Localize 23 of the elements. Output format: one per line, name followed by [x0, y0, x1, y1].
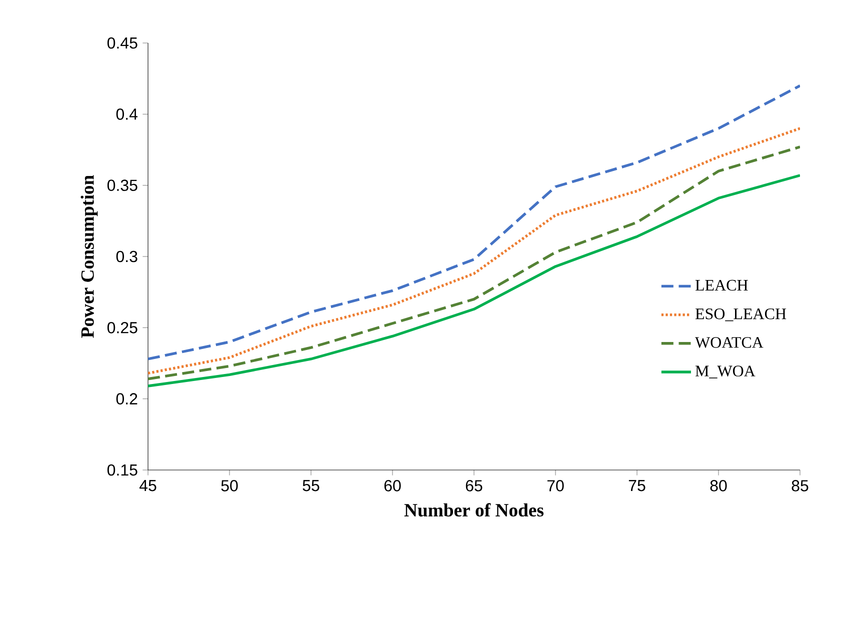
x-tick-label: 55	[302, 480, 320, 492]
y-tick-label: 0.35	[107, 180, 138, 191]
y-tick-label: 0.15	[107, 464, 138, 476]
y-tick-label: 0.3	[116, 250, 138, 262]
x-tick-label: 75	[628, 480, 646, 492]
y-tick-label: 0.25	[107, 322, 138, 334]
x-tick-label: 50	[221, 480, 238, 492]
y-tick-label: 0.2	[116, 393, 138, 404]
x-tick-label: 70	[547, 480, 564, 492]
y-tick-label: 0.45	[107, 37, 138, 49]
y-axis-title: Power Consumption	[80, 175, 98, 338]
y-tick-label: 0.4	[116, 108, 138, 120]
x-axis-title: Number of Nodes	[404, 503, 544, 517]
legend-label: ESO_LEACH	[695, 308, 786, 322]
x-tick-label: 80	[710, 480, 727, 492]
x-tick-label: 85	[792, 480, 808, 492]
legend-label: WOATCA	[695, 337, 764, 348]
x-tick-label: 45	[139, 480, 156, 492]
legend-label: LEACH	[695, 280, 748, 291]
line-series	[148, 84, 800, 360]
legend-label: M_WOA	[695, 366, 756, 378]
x-tick-label: 60	[384, 480, 401, 492]
x-tick-label: 65	[466, 480, 482, 492]
